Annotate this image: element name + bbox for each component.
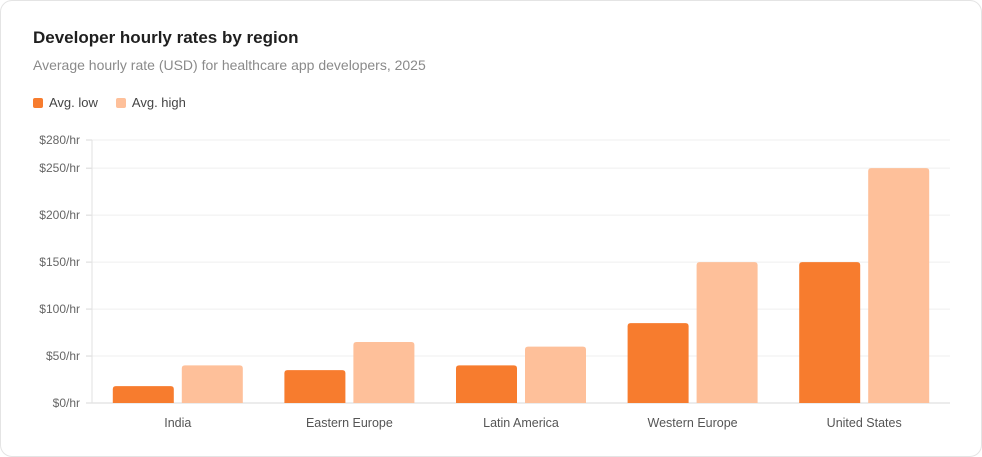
chart-title: Developer hourly rates by region — [33, 28, 299, 47]
y-tick-label: $0/hr — [53, 396, 80, 410]
y-tick-label: $50/hr — [46, 349, 80, 363]
x-tick-label: Western Europe — [648, 416, 738, 430]
legend-label-low: Avg. low — [49, 95, 98, 110]
x-tick-label: Eastern Europe — [306, 416, 393, 430]
x-tick-label: United States — [827, 416, 902, 430]
bar-low[interactable] — [284, 370, 346, 403]
bar-high[interactable] — [353, 341, 415, 403]
y-tick-label: $280/hr — [39, 133, 80, 147]
y-tick-label: $200/hr — [39, 208, 80, 222]
bar-high[interactable] — [868, 168, 930, 403]
bar-high[interactable] — [525, 346, 586, 403]
legend: Avg. low Avg. high — [33, 95, 186, 110]
y-tick-label: $250/hr — [39, 161, 80, 175]
legend-swatch-high — [115, 97, 126, 108]
bar-low[interactable] — [456, 365, 517, 403]
x-tick-label: India — [164, 416, 191, 430]
bar-low[interactable] — [799, 262, 861, 403]
bar-low[interactable] — [627, 323, 689, 403]
legend-swatch-low — [33, 97, 43, 108]
bar-low[interactable] — [112, 386, 174, 403]
chart-subtitle: Average hourly rate (USD) for healthcare… — [33, 57, 426, 73]
legend-item-high[interactable]: Avg. high — [115, 95, 186, 110]
x-tick-label: Latin America — [483, 416, 559, 430]
legend-item-low[interactable]: Avg. low — [33, 95, 98, 110]
y-tick-label: $100/hr — [39, 302, 80, 316]
y-tick-label: $150/hr — [39, 255, 80, 269]
bar-high[interactable] — [696, 262, 758, 403]
bar-high[interactable] — [181, 365, 243, 403]
legend-label-high: Avg. high — [131, 95, 186, 110]
